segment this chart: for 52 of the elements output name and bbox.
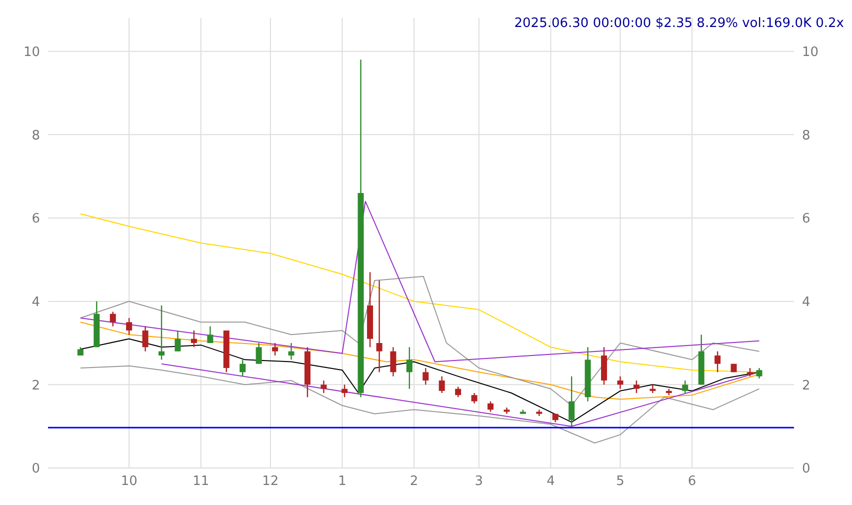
y2-tick-label: 10 [802,44,819,60]
candlestick [714,350,721,373]
x-tick-label: 6 [688,474,696,490]
y2-tick-label: 8 [802,128,810,144]
candlestick [342,384,348,398]
candlestick [471,392,478,404]
y-tick-label: 2 [32,378,40,394]
candlestick [406,346,412,390]
candlestick [320,380,327,394]
y2-tick-label: 6 [802,212,810,227]
candlestick [617,376,624,390]
y-tick-label: 6 [32,212,40,227]
candlestick [190,330,197,348]
candlestick [682,380,688,394]
candlestick [376,280,382,373]
x-tick-label: 5 [616,474,624,490]
candlestick [455,386,462,398]
candlestick [288,342,294,360]
x-tick-label: 3 [474,474,484,490]
line-series [80,365,760,444]
candlestick [142,326,148,352]
x-tick-label: 10 [120,474,138,490]
x-tick-label: 1 [338,474,346,490]
y2-tick-label: 4 [802,294,810,310]
chart-title: 2025.06.30 00:00:00 $2.35 8.29% vol:169.0K 0.2x [514,16,844,31]
candlestick [110,311,116,327]
y-tick-label: 8 [32,128,40,144]
candlestick [422,367,429,386]
candlestick [174,330,181,352]
candlestick [650,384,656,394]
y2-tick-label: 0 [802,462,810,477]
x-tick-label: 4 [546,474,555,490]
candlestick [438,376,445,394]
y-tick-label: 10 [23,44,40,60]
y-tick-label: 0 [32,462,40,477]
x-tick-label: 12 [262,474,279,490]
candlestick [633,380,640,394]
x-tick-label: 11 [192,474,210,490]
y-tick-label: 4 [32,294,40,310]
candlestick [126,317,132,336]
candlestick [272,342,278,356]
y2-tick-label: 2 [802,378,810,394]
candlestick [240,359,246,377]
candlestick [207,326,214,344]
candlestick [158,304,165,360]
candlestick [756,367,762,380]
candlestick [256,342,262,364]
candlestick [568,376,575,428]
candlestick [488,400,494,412]
x-tick-label: 2 [410,474,418,490]
candlestick [536,409,542,417]
candlestick [390,346,396,377]
